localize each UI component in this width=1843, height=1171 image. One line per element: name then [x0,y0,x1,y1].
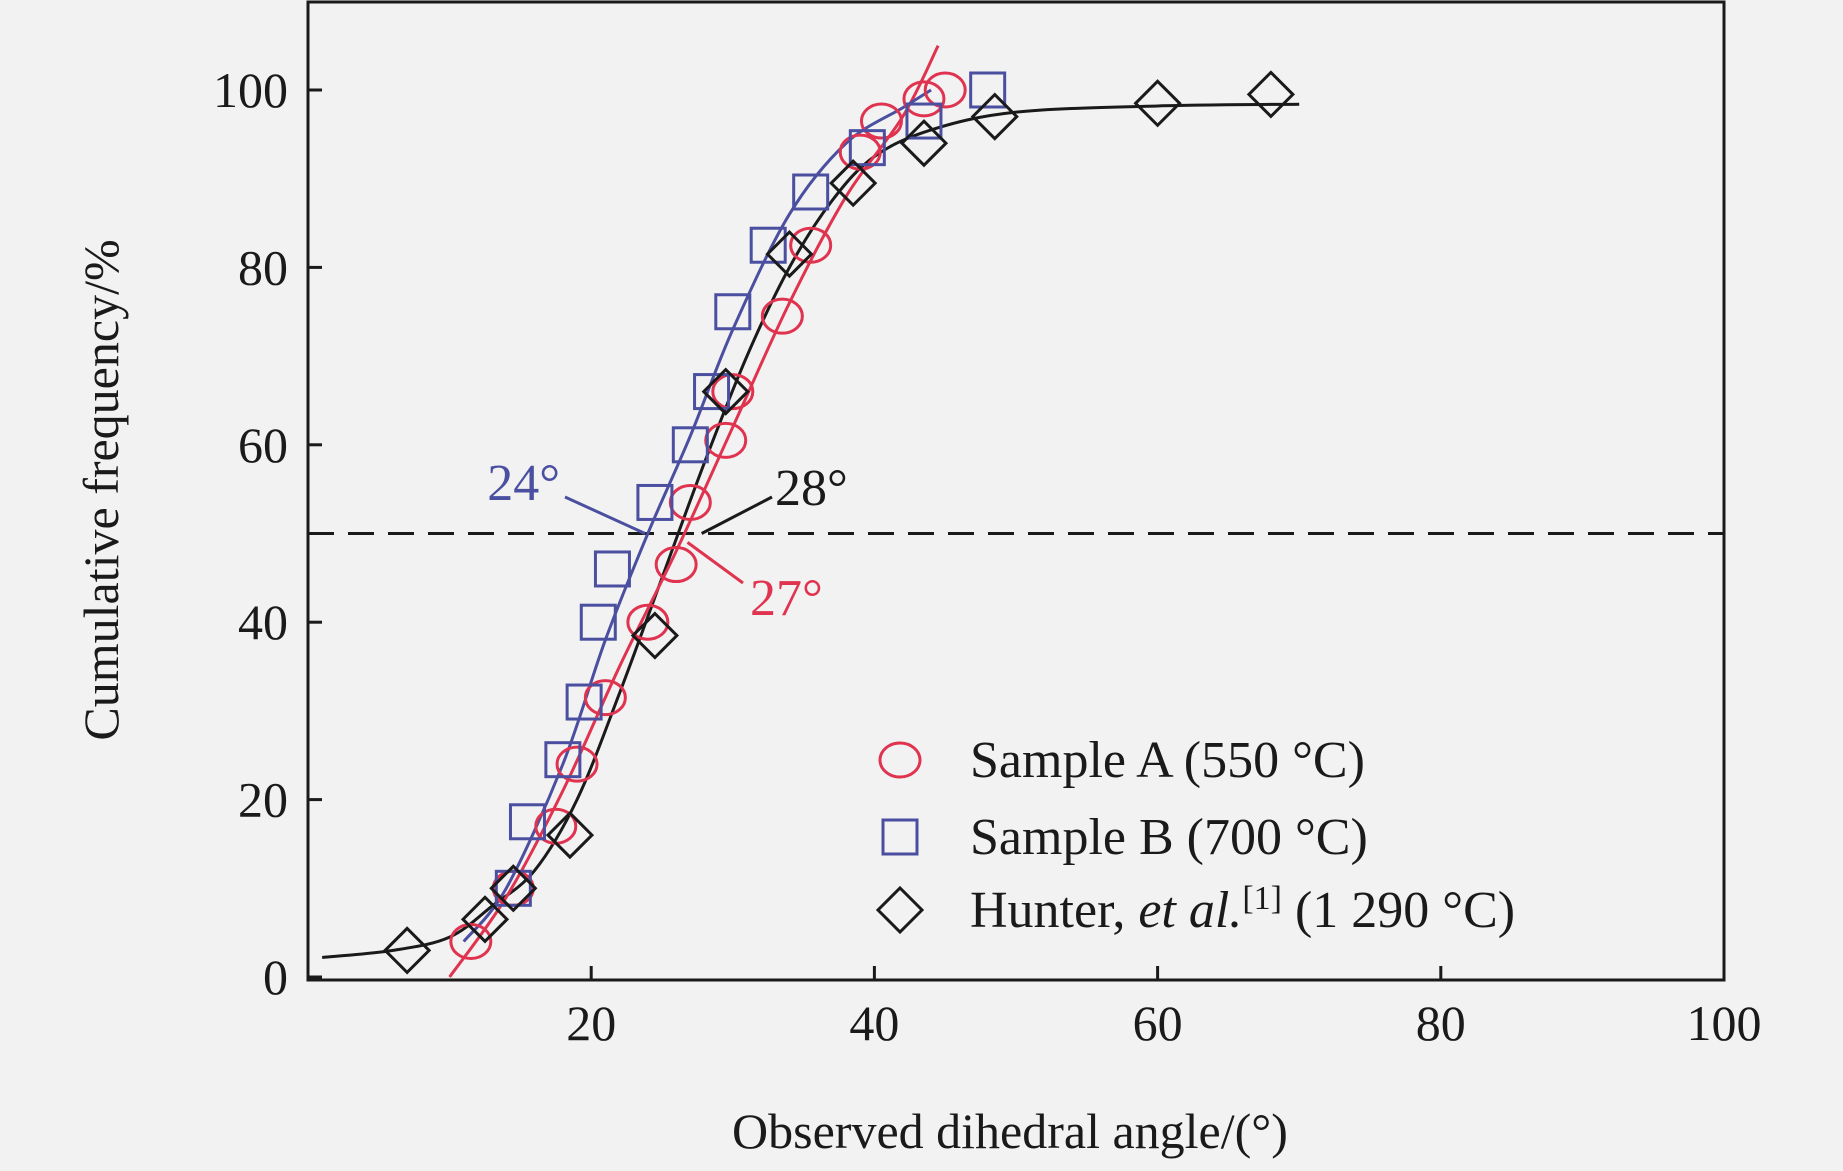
diamond-marker [701,367,750,416]
y-tick-label: 60 [238,417,288,473]
circle-marker [654,546,698,584]
square-marker [636,483,674,521]
x-tick-label: 80 [1416,995,1466,1051]
fit-line [462,88,932,943]
legend-label: Sample B (700 °C) [970,809,1368,866]
circle-marker [704,421,748,459]
annotation-label: 27° [750,570,823,627]
circle-marker [902,80,946,118]
circle-marker [626,603,670,641]
x-tick-label: 60 [1133,995,1183,1051]
square-marker [693,373,731,411]
annotation-leader [700,495,773,535]
square-marker [544,741,582,779]
legend: Sample A (550 °C) Sample B (700 °C) Hunter… [875,732,1515,939]
circle-marker [583,679,627,717]
diamond-marker [765,229,814,279]
x-tick-label: 100 [1687,995,1762,1051]
circle-marker [449,923,493,961]
square-marker [749,226,787,264]
diamond-marker [1246,70,1296,119]
data-markers [382,70,1296,975]
square-marker [969,71,1007,109]
diamond-marker [545,810,595,860]
circle-marker [555,745,599,783]
diamond-marker [829,159,878,208]
legend-square-icon [881,818,919,856]
y-tick-label: 40 [238,594,288,650]
diamond-marker [899,119,949,168]
y-tick-label: 20 [238,772,288,828]
circle-marker [859,102,903,140]
circle-marker [760,297,804,335]
square-marker [671,426,709,464]
axes: 20 40 60 80 100 0 20 40 60 80 100 [213,0,1762,1051]
x-tick-label: 40 [849,995,899,1051]
diamond-marker [489,864,538,913]
square-marker [905,102,943,140]
annotation-label: 24° [487,455,560,512]
square-marker [848,129,886,167]
square-marker [593,550,631,588]
annotation-leader [564,495,646,535]
square-marker [579,603,617,641]
square-marker [508,803,546,841]
legend-label: Sample A (550 °C) [970,732,1365,789]
square-marker [792,173,830,211]
plot-frame [306,0,1726,982]
square-marker [714,293,752,331]
circle-marker [923,71,967,109]
x-axis-label: Observed dihedral angle/(°) [732,1103,1288,1159]
y-tick-label: 100 [213,62,288,118]
y-tick-label: 0 [263,949,288,1005]
square-marker [494,869,532,907]
legend-circle-icon [878,741,922,779]
diamond-marker [970,92,1019,141]
diamond-marker [460,895,510,944]
diamond-marker [630,611,680,660]
y-tick-label: 80 [238,239,288,295]
y-axis-label: Cumulative frequency/% [73,239,129,740]
diamond-marker [1133,79,1182,128]
legend-label: Hunter, et al.[1] (1 290 °C) [970,880,1515,939]
circle-marker [789,226,833,264]
diamond-marker [382,926,432,975]
annotation-leader [686,541,744,585]
x-tick-label: 20 [566,995,616,1051]
annotations: 24° 28° 27° [487,455,848,627]
circle-marker [668,483,712,521]
annotation-label: 28° [775,460,848,517]
square-marker [565,683,603,721]
legend-diamond-icon [875,885,925,935]
